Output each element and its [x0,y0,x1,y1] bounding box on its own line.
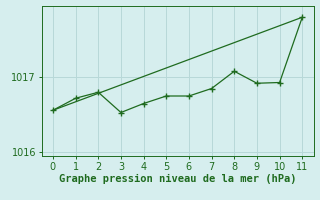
X-axis label: Graphe pression niveau de la mer (hPa): Graphe pression niveau de la mer (hPa) [59,174,296,184]
